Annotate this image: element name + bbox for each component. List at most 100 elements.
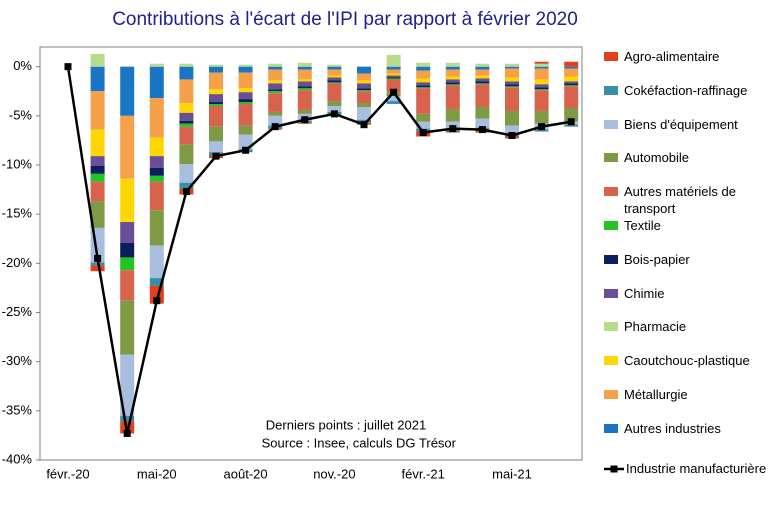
line-marker — [360, 121, 368, 129]
bar-segment — [357, 103, 371, 107]
bar-segment — [268, 63, 283, 67]
bar-segment — [534, 89, 549, 91]
legend-item: Métallurgie — [604, 386, 769, 403]
x-tick-label: août-20 — [224, 466, 268, 481]
bar-segment — [149, 278, 164, 286]
x-tick-label: nov.-20 — [313, 466, 355, 481]
bar-segment — [445, 62, 460, 67]
x-tick-label: mai-21 — [492, 466, 532, 481]
bar-segment — [327, 69, 342, 76]
bar-segment — [564, 86, 579, 108]
bar-segment — [149, 63, 164, 67]
bar-segment — [505, 81, 519, 85]
line-marker — [212, 152, 220, 160]
bar-segment — [209, 66, 223, 73]
bar-segment — [209, 102, 223, 105]
chart: Contributions à l'écart de l'IPI par rap… — [2, 9, 583, 481]
legend-item: Chimie — [604, 285, 769, 302]
bar-segment — [445, 84, 460, 86]
line-marker — [94, 254, 102, 262]
bar-segment — [120, 66, 135, 116]
bar-segment — [209, 89, 223, 95]
bar-segment — [534, 84, 549, 88]
y-tick-label: -35% — [2, 402, 33, 417]
bar-segment — [209, 72, 223, 90]
bar-segment — [386, 66, 401, 70]
legend-item: Autres industries — [604, 420, 769, 437]
line-marker — [64, 63, 72, 71]
legend-item: Bois-papier — [604, 251, 769, 268]
line — [66, 66, 572, 434]
bar-segment — [327, 106, 342, 112]
bar-segment — [357, 106, 371, 120]
bar-segment — [268, 69, 283, 81]
bar-segment — [416, 78, 431, 83]
x-tick-label: févr.-20 — [46, 466, 89, 481]
bar-segment — [149, 156, 164, 168]
bar-segment — [209, 64, 223, 67]
bar-segment — [268, 111, 283, 116]
bar-segment — [534, 90, 549, 111]
bar-segment — [238, 102, 253, 105]
line-marker — [330, 110, 338, 118]
legend-item: Autres matériels de transport — [604, 183, 769, 217]
legend-item: Caoutchouc-plastique — [604, 352, 769, 369]
bar-segment — [179, 123, 194, 127]
legend-marker — [610, 465, 618, 473]
line-marker — [508, 132, 516, 139]
bar-segment — [297, 90, 312, 110]
x-tick-label: févr.-21 — [402, 466, 445, 481]
bar-segment — [209, 106, 223, 127]
line-marker — [478, 126, 486, 134]
bar-segment — [90, 129, 105, 157]
bar-segment — [386, 101, 401, 105]
bar-segment — [475, 83, 490, 85]
bar-segment — [297, 88, 312, 91]
y-tick-label: -25% — [2, 304, 33, 319]
plot-frame — [39, 46, 583, 461]
bar-segment — [357, 88, 371, 91]
line-marker — [242, 146, 250, 154]
bar-segment — [505, 110, 519, 126]
legend-swatch — [604, 187, 618, 197]
chart-title: Contributions à l'écart de l'IPI par rap… — [112, 9, 578, 30]
bar-segment — [179, 103, 194, 113]
bar-segment — [297, 86, 312, 89]
bar-segment — [120, 270, 135, 301]
bar-segment — [505, 63, 519, 67]
bar-segment — [475, 75, 490, 79]
bar-segment — [120, 257, 135, 271]
bar-segment — [149, 245, 164, 279]
bar-segment — [268, 91, 283, 94]
bar-segment — [90, 201, 105, 228]
bar-segment — [416, 87, 431, 89]
bar-segment — [386, 77, 401, 79]
bar-segment — [120, 354, 135, 416]
legend-swatch — [604, 221, 618, 230]
bar-segment — [534, 87, 549, 90]
legend-label: Cokéfaction-raffinage — [624, 82, 748, 98]
legend-swatch — [604, 423, 618, 433]
bar-segment — [445, 76, 460, 80]
bar-segment — [534, 68, 549, 80]
bar-segment — [179, 182, 194, 189]
bar-segment — [179, 120, 194, 124]
bar-segment — [564, 83, 579, 86]
bar-segment — [534, 61, 549, 64]
y-tick-label: -30% — [2, 353, 33, 368]
bar-segment — [297, 79, 312, 82]
line-marker — [390, 88, 398, 96]
bar-segment — [327, 64, 342, 67]
legend-swatch — [604, 322, 618, 332]
bar-segment — [386, 69, 401, 74]
bar-segment — [149, 181, 164, 211]
bar-segment — [505, 125, 519, 135]
bar-segment — [475, 66, 490, 70]
bar-segment — [357, 90, 371, 92]
bar-segment — [238, 92, 253, 100]
bar-segment — [120, 178, 135, 223]
bar-segment — [416, 66, 431, 71]
bar-segment — [179, 66, 194, 80]
bar-segment — [90, 173, 105, 182]
bar-segment — [416, 88, 431, 114]
